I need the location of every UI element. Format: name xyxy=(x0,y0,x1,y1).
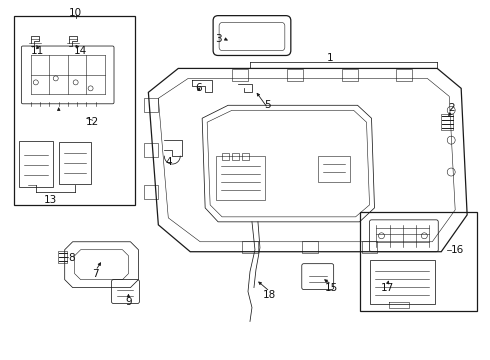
Text: 16: 16 xyxy=(451,245,465,255)
Text: 2: 2 xyxy=(448,103,455,113)
Text: 12: 12 xyxy=(86,117,99,127)
Text: 18: 18 xyxy=(263,289,276,300)
Text: 11: 11 xyxy=(31,45,45,55)
Text: 5: 5 xyxy=(265,100,271,110)
Text: 14: 14 xyxy=(74,45,87,55)
Bar xyxy=(222,153,229,160)
Bar xyxy=(58,251,67,263)
Bar xyxy=(232,153,239,160)
Bar xyxy=(360,212,477,311)
Text: 1: 1 xyxy=(326,54,333,63)
Text: 8: 8 xyxy=(69,253,75,263)
Bar xyxy=(14,15,135,205)
Text: 10: 10 xyxy=(69,8,82,18)
Text: 6: 6 xyxy=(195,84,201,93)
Text: 7: 7 xyxy=(92,269,99,279)
Bar xyxy=(441,114,453,130)
Bar xyxy=(242,153,249,160)
Text: 9: 9 xyxy=(125,297,132,306)
Text: 13: 13 xyxy=(44,195,57,205)
Text: 3: 3 xyxy=(215,33,221,44)
Text: 15: 15 xyxy=(325,283,338,293)
Text: 17: 17 xyxy=(381,283,394,293)
Text: 4: 4 xyxy=(165,157,172,167)
